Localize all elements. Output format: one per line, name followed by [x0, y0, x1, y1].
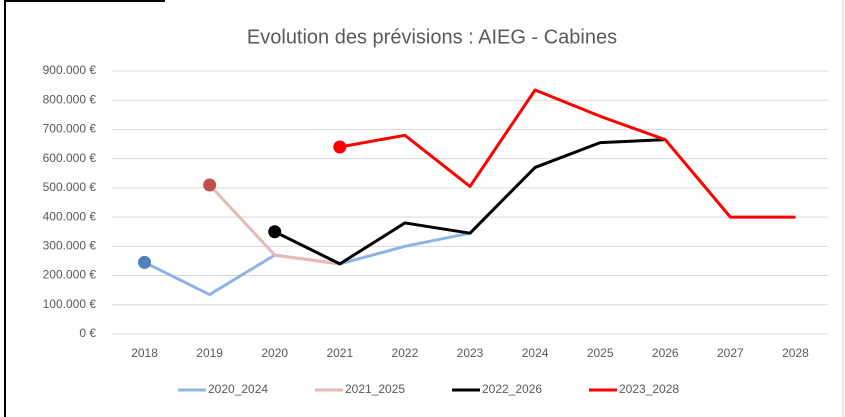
- y-tick-label: 800.000 €: [43, 92, 97, 106]
- x-tick-label: 2024: [522, 346, 549, 360]
- legend-label: 2023_2028: [619, 382, 679, 396]
- y-tick-label: 700.000 €: [43, 122, 97, 136]
- series-line: [208, 183, 341, 266]
- x-tick-label: 2025: [587, 346, 614, 360]
- x-tick-label: 2023: [457, 346, 484, 360]
- series-marker: [268, 225, 282, 239]
- legend-label: 2021_2025: [345, 382, 405, 396]
- y-tick-label: 300.000 €: [43, 239, 97, 253]
- series-line: [274, 138, 666, 266]
- x-tick-label: 2020: [261, 346, 288, 360]
- y-tick-label: 100.000 €: [43, 297, 97, 311]
- chart-title: Evolution des prévisions : AIEG - Cabine…: [247, 26, 617, 48]
- x-tick-label: 2018: [131, 346, 158, 360]
- y-tick-label: 500.000 €: [43, 180, 97, 194]
- series-marker: [203, 178, 217, 192]
- x-tick-label: 2021: [326, 346, 353, 360]
- y-tick-label: 400.000 €: [43, 209, 97, 223]
- y-tick-label: 0 €: [79, 326, 96, 340]
- series-marker: [333, 140, 347, 154]
- series-marker: [138, 255, 152, 269]
- y-tick-label: 600.000 €: [43, 151, 97, 165]
- x-tick-label: 2027: [717, 346, 744, 360]
- x-tick-label: 2019: [196, 346, 223, 360]
- series-line: [339, 88, 796, 219]
- legend-label: 2020_2024: [208, 382, 268, 396]
- y-tick-label: 900.000 €: [43, 63, 97, 77]
- legend-label: 2022_2026: [482, 382, 542, 396]
- x-tick-label: 2026: [652, 346, 679, 360]
- x-tick-label: 2028: [782, 346, 809, 360]
- series-line: [143, 231, 471, 297]
- x-tick-label: 2022: [392, 346, 419, 360]
- y-tick-label: 200.000 €: [43, 268, 97, 282]
